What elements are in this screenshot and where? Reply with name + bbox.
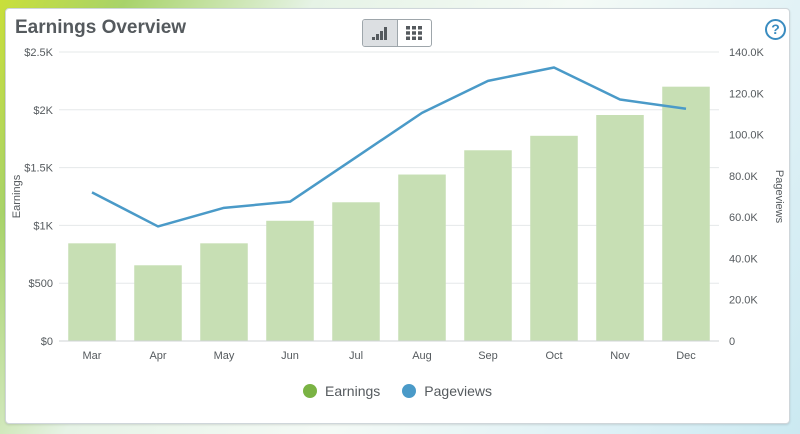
legend-item-earnings[interactable]: Earnings (303, 383, 380, 399)
earnings-legend-dot (303, 384, 318, 398)
line-pageviews (91, 66, 687, 228)
y-left-axis-label: Earnings (11, 174, 23, 218)
x-tick-label: Dec (676, 350, 696, 362)
y-left-tick-label: $1K (33, 220, 53, 232)
earnings-chart: $0 $500 $1K $1.5K $2K $2.5K 0 20.0K 40.0K 60.0K 80… (11, 47, 785, 362)
bar-earnings (398, 174, 446, 341)
x-tick-label: Jul (349, 350, 363, 362)
y-right-tick-label: 20.0K (729, 295, 758, 307)
bar-earnings (68, 243, 116, 341)
bar-chart-view-button[interactable] (363, 20, 397, 46)
pageviews-legend-dot (402, 384, 417, 398)
bar-earnings (530, 135, 578, 341)
help-icon[interactable]: ? (765, 19, 786, 40)
chart-legend: Earnings Pageviews (6, 383, 789, 399)
x-tick-label: Aug (412, 350, 432, 362)
grid-view-button[interactable] (396, 20, 432, 46)
y-right-tick-label: 0 (729, 336, 735, 348)
x-tick-label: Sep (478, 350, 498, 362)
legend-item-pageviews[interactable]: Pageviews (402, 383, 492, 399)
x-tick-label: Apr (149, 350, 166, 362)
x-tick-label: May (214, 350, 235, 362)
bar-earnings (332, 202, 380, 341)
y-left-tick-label: $500 (29, 278, 53, 290)
bar-earnings (464, 150, 512, 341)
legend-label-pageviews: Pageviews (424, 383, 492, 399)
bar-earnings (596, 115, 644, 341)
x-tick-label: Mar (83, 350, 102, 362)
y-right-tick-label: 60.0K (729, 212, 758, 224)
x-tick-label: Oct (545, 350, 562, 362)
earnings-overview-card: Earnings Overview ? $0 $500 $1K $1.5K $2K $2.… (5, 8, 790, 424)
bar-earnings (662, 86, 710, 342)
y-right-tick-label: 140.0K (729, 47, 765, 59)
y-right-axis-label: Pageviews (773, 170, 785, 224)
bar-earnings (200, 243, 248, 341)
legend-label-earnings: Earnings (325, 383, 381, 399)
bar-earnings (266, 220, 314, 341)
bar-earnings (134, 265, 182, 341)
x-tick-label: Jun (281, 350, 299, 362)
y-right-tick-label: 120.0K (729, 88, 765, 100)
y-left-tick-label: $2.5K (24, 47, 53, 59)
y-left-tick-label: $0 (41, 336, 53, 348)
bar-chart-icon (371, 27, 387, 40)
chart-view-toggle (362, 19, 432, 47)
y-right-tick-label: 100.0K (729, 130, 765, 142)
grid-icon (406, 26, 423, 40)
y-right-tick-label: 40.0K (729, 253, 758, 265)
y-right-tick-label: 80.0K (729, 171, 758, 183)
x-tick-label: Nov (610, 350, 630, 362)
widget-title: Earnings Overview (15, 17, 187, 38)
y-left-tick-label: $1.5K (24, 163, 53, 175)
y-left-tick-label: $2K (33, 105, 53, 117)
